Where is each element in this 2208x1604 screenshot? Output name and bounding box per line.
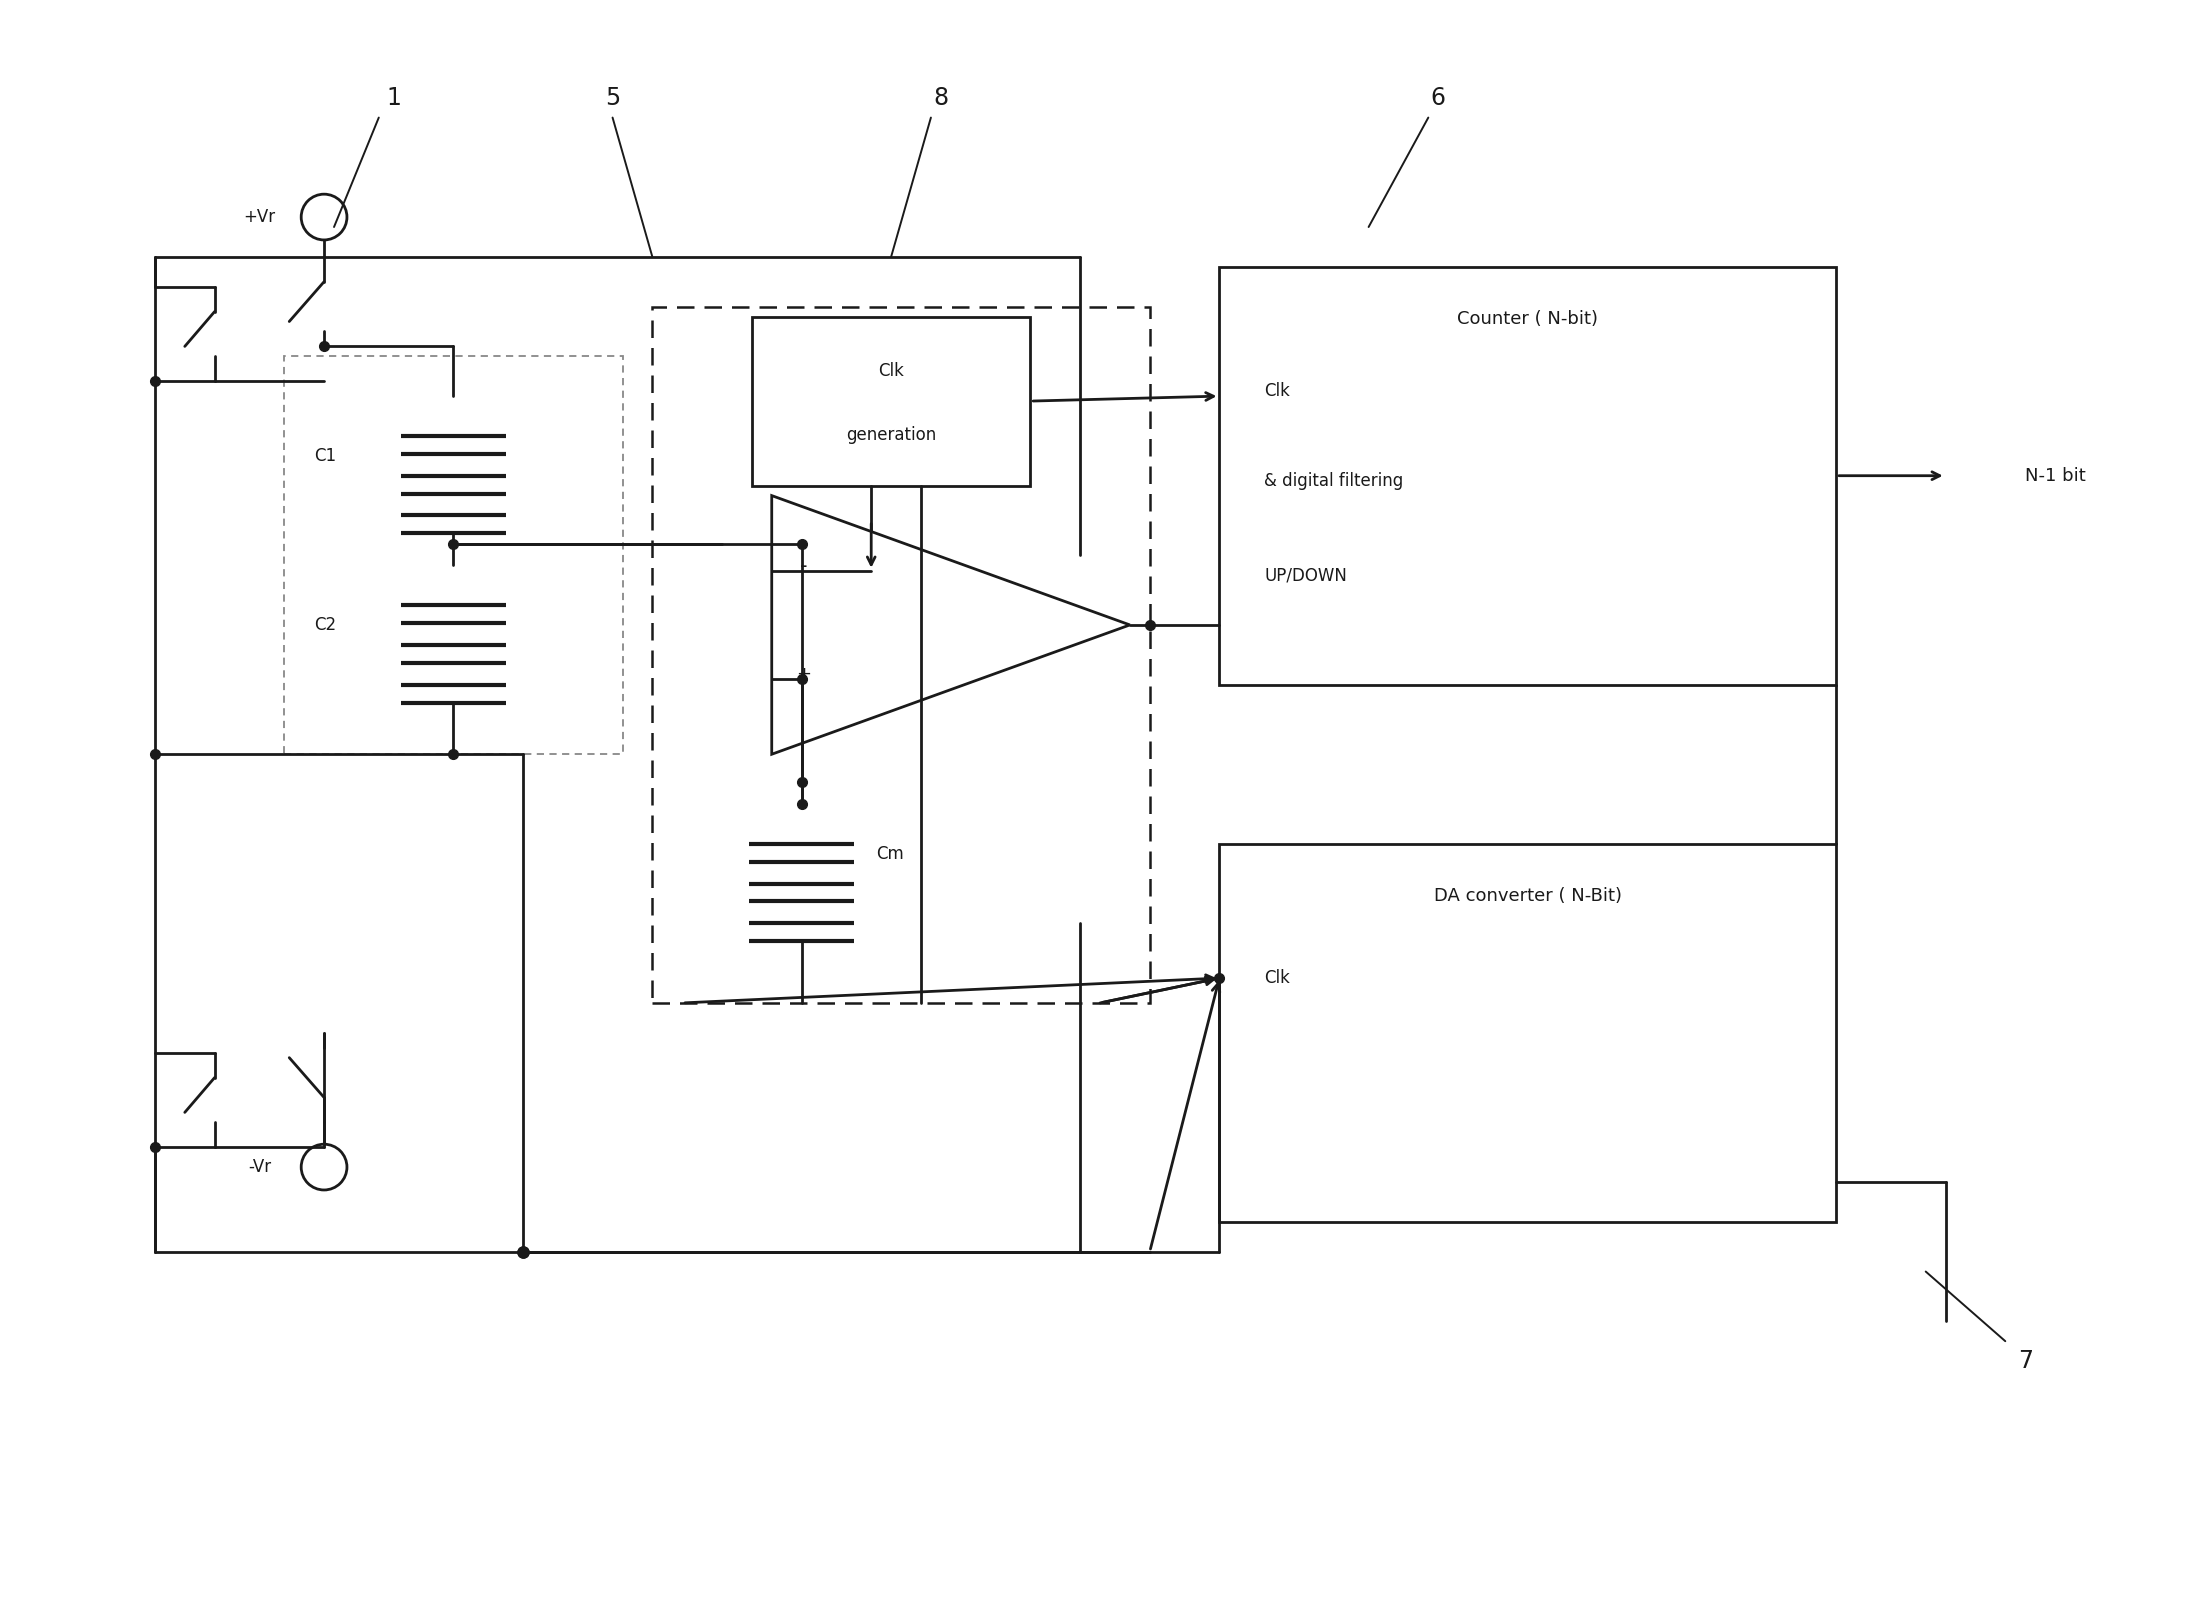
Text: 7: 7: [2018, 1349, 2034, 1373]
Text: DA converter ( N-Bit): DA converter ( N-Bit): [1433, 887, 1623, 905]
Text: Clk: Clk: [1265, 969, 1289, 986]
Bar: [753, 316, 1031, 486]
Text: Clk: Clk: [1265, 382, 1289, 399]
Text: N-1 bit: N-1 bit: [2025, 467, 2087, 484]
Text: & digital filtering: & digital filtering: [1265, 472, 1404, 489]
Text: +Vr: +Vr: [243, 209, 276, 226]
Text: C1: C1: [314, 448, 336, 465]
Text: 5: 5: [605, 85, 620, 109]
Text: -Vr: -Vr: [247, 1158, 272, 1176]
Text: C2: C2: [314, 616, 336, 634]
Text: UP/DOWN: UP/DOWN: [1265, 566, 1347, 584]
Text: 6: 6: [1431, 85, 1446, 109]
Text: +: +: [797, 666, 810, 683]
Text: generation: generation: [846, 427, 936, 444]
Text: Clk: Clk: [879, 361, 903, 380]
Bar: [1219, 266, 1837, 685]
Text: Cm: Cm: [877, 845, 903, 863]
Bar: [285, 356, 623, 754]
Text: 1: 1: [386, 85, 402, 109]
Bar: [1219, 844, 1837, 1222]
Text: 8: 8: [934, 85, 949, 109]
Bar: [651, 306, 1150, 1002]
Text: -: -: [799, 555, 808, 576]
Text: Counter ( N-bit): Counter ( N-bit): [1457, 310, 1599, 327]
